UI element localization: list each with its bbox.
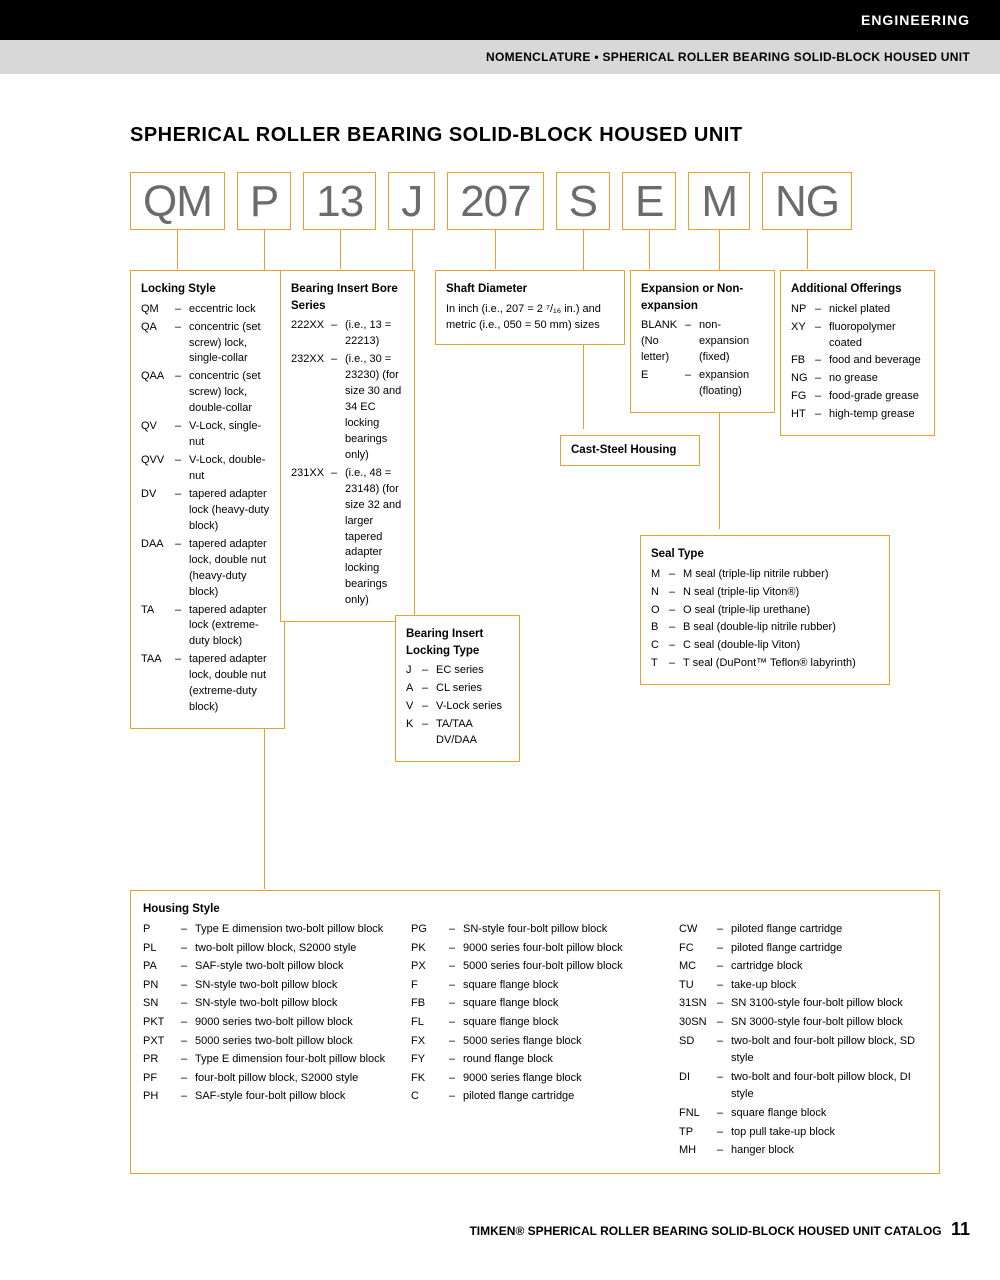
header-subheading: NOMENCLATURE • SPHERICAL ROLLER BEARING … xyxy=(0,40,1000,74)
housing-entry: FNL–square flange block xyxy=(679,1105,927,1123)
page-title: SPHERICAL ROLLER BEARING SOLID-BLOCK HOU… xyxy=(130,124,970,147)
entry: B–B seal (double-lip nitrile rubber) xyxy=(651,620,879,636)
entry: QV–V-Lock, single-nut xyxy=(141,419,274,451)
locking-style-box: Locking Style QM–eccentric lock QA–concen… xyxy=(130,270,285,729)
bore-series-title: Bearing Insert Bore Series xyxy=(291,281,404,314)
housing-entry: TU–take-up block xyxy=(679,977,927,995)
entry: NG–no grease xyxy=(791,371,924,387)
bore-series-box: Bearing Insert Bore Series 222XX–(i.e., … xyxy=(280,270,415,622)
code-box-4: 207 xyxy=(447,172,543,230)
housing-entry: PL–two-bolt pillow block, S2000 style xyxy=(143,940,391,958)
entry: FB–food and beverage xyxy=(791,353,924,369)
locking-type-box: Bearing Insert Locking Type J–EC series A… xyxy=(395,615,520,762)
housing-entry: PG–SN-style four-bolt pillow block xyxy=(411,921,659,939)
entry: QA–concentric (set screw) lock, single-c… xyxy=(141,320,274,368)
entry: 222XX–(i.e., 13 = 22213) xyxy=(291,318,404,350)
additional-box: Additional Offerings NP–nickel plated XY–… xyxy=(780,270,935,436)
entry: HT–high-temp grease xyxy=(791,407,924,423)
entry: A–CL series xyxy=(406,681,509,697)
seal-box: Seal Type M–M seal (triple-lip nitrile r… xyxy=(640,535,890,685)
entry: DV–tapered adapter lock (heavy-duty bloc… xyxy=(141,487,274,535)
cast-title: Cast-Steel Housing xyxy=(571,442,689,459)
code-box-1: P xyxy=(237,172,291,230)
page-footer: TIMKEN® SPHERICAL ROLLER BEARING SOLID-B… xyxy=(469,1219,970,1240)
entry: TAA–tapered adapter lock, double nut (ex… xyxy=(141,652,274,716)
expansion-title: Expansion or Non-expansion xyxy=(641,281,764,314)
housing-entry: PXT–5000 series two-bolt pillow block xyxy=(143,1033,391,1051)
housing-entry: FC–piloted flange cartridge xyxy=(679,940,927,958)
locking-style-title: Locking Style xyxy=(141,281,274,298)
housing-entry: P–Type E dimension two-bolt pillow block xyxy=(143,921,391,939)
code-box-2: 13 xyxy=(303,172,376,230)
locking-type-title: Bearing Insert Locking Type xyxy=(406,626,509,659)
housing-entry: TP–top pull take-up block xyxy=(679,1124,927,1142)
cast-box: Cast-Steel Housing xyxy=(560,435,700,466)
entry: NP–nickel plated xyxy=(791,302,924,318)
footer-text: TIMKEN® SPHERICAL ROLLER BEARING SOLID-B… xyxy=(469,1224,941,1238)
housing-entry: FK–9000 series flange block xyxy=(411,1070,659,1088)
housing-entry: PKT–9000 series two-bolt pillow block xyxy=(143,1014,391,1032)
housing-entry: C–piloted flange cartridge xyxy=(411,1088,659,1106)
housing-entry: PR–Type E dimension four-bolt pillow blo… xyxy=(143,1051,391,1069)
code-box-8: NG xyxy=(762,172,852,230)
page-number: 11 xyxy=(951,1219,970,1239)
entry: V–V-Lock series xyxy=(406,699,509,715)
housing-entry: FY–round flange block xyxy=(411,1051,659,1069)
shaft-title: Shaft Diameter xyxy=(446,281,614,298)
housing-entry: DI–two-bolt and four-bolt pillow block, … xyxy=(679,1069,927,1104)
expansion-box: Expansion or Non-expansion BLANK (No let… xyxy=(630,270,775,413)
entry: C–C seal (double-lip Viton) xyxy=(651,638,879,654)
housing-entry: MC–cartridge block xyxy=(679,958,927,976)
info-area: Locking Style QM–eccentric lock QA–concen… xyxy=(130,270,970,870)
code-box-6: E xyxy=(622,172,676,230)
housing-entry: 30SN–SN 3000-style four-bolt pillow bloc… xyxy=(679,1014,927,1032)
housing-entry: PH–SAF-style four-bolt pillow block xyxy=(143,1088,391,1106)
housing-entry: FX–5000 series flange block xyxy=(411,1033,659,1051)
shaft-box: Shaft Diameter In inch (i.e., 207 = 2 ⁷/… xyxy=(435,270,625,345)
housing-entry: F–square flange block xyxy=(411,977,659,995)
entry: J–EC series xyxy=(406,663,509,679)
entry: DAA–tapered adapter lock, double nut (he… xyxy=(141,537,274,601)
housing-entry: SN–SN-style two-bolt pillow block xyxy=(143,995,391,1013)
entry: T–T seal (DuPont™ Teflon® labyrinth) xyxy=(651,656,879,672)
housing-entry: PX–5000 series four-bolt pillow block xyxy=(411,958,659,976)
entry: XY–fluoropolymer coated xyxy=(791,320,924,352)
entry: N–N seal (triple-lip Viton®) xyxy=(651,585,879,601)
housing-entry: PK–9000 series four-bolt pillow block xyxy=(411,940,659,958)
entry: M–M seal (triple-lip nitrile rubber) xyxy=(651,567,879,583)
housing-entry: PA–SAF-style two-bolt pillow block xyxy=(143,958,391,976)
entry: K–TA/TAA DV/DAA xyxy=(406,717,509,749)
housing-entry: FL–square flange block xyxy=(411,1014,659,1032)
shaft-text: In inch (i.e., 207 = 2 ⁷/₁₆ in.) and met… xyxy=(446,302,614,334)
seal-title: Seal Type xyxy=(651,546,879,563)
entry: 231XX–(i.e., 48 = 23148) (for size 32 an… xyxy=(291,466,404,609)
entry: FG–food-grade grease xyxy=(791,389,924,405)
entry: 232XX–(i.e., 30 = 23230) (for size 30 an… xyxy=(291,352,404,464)
housing-entry: CW–piloted flange cartridge xyxy=(679,921,927,939)
housing-entry: 31SN–SN 3100-style four-bolt pillow bloc… xyxy=(679,995,927,1013)
entry: QM–eccentric lock xyxy=(141,302,274,318)
header-category: ENGINEERING xyxy=(0,0,1000,40)
housing-entry: PF–four-bolt pillow block, S2000 style xyxy=(143,1070,391,1088)
housing-entry: SD–two-bolt and four-bolt pillow block, … xyxy=(679,1033,927,1068)
entry: O–O seal (triple-lip urethane) xyxy=(651,603,879,619)
code-box-7: M xyxy=(688,172,750,230)
housing-box: Housing Style P–Type E dimension two-bol… xyxy=(130,890,940,1174)
nomenclature-code-row: QMP13J207SEMNG xyxy=(130,172,970,230)
housing-title: Housing Style xyxy=(143,903,927,915)
entry: TA–tapered adapter lock (extreme-duty bl… xyxy=(141,603,274,651)
code-box-3: J xyxy=(388,172,435,230)
housing-entry: FB–square flange block xyxy=(411,995,659,1013)
entry: QVV–V-Lock, double-nut xyxy=(141,453,274,485)
additional-title: Additional Offerings xyxy=(791,281,924,298)
code-box-0: QM xyxy=(130,172,225,230)
housing-entry: PN–SN-style two-bolt pillow block xyxy=(143,977,391,995)
entry: QAA–concentric (set screw) lock, double-… xyxy=(141,369,274,417)
code-box-5: S xyxy=(556,172,610,230)
housing-entry: MH–hanger block xyxy=(679,1142,927,1160)
